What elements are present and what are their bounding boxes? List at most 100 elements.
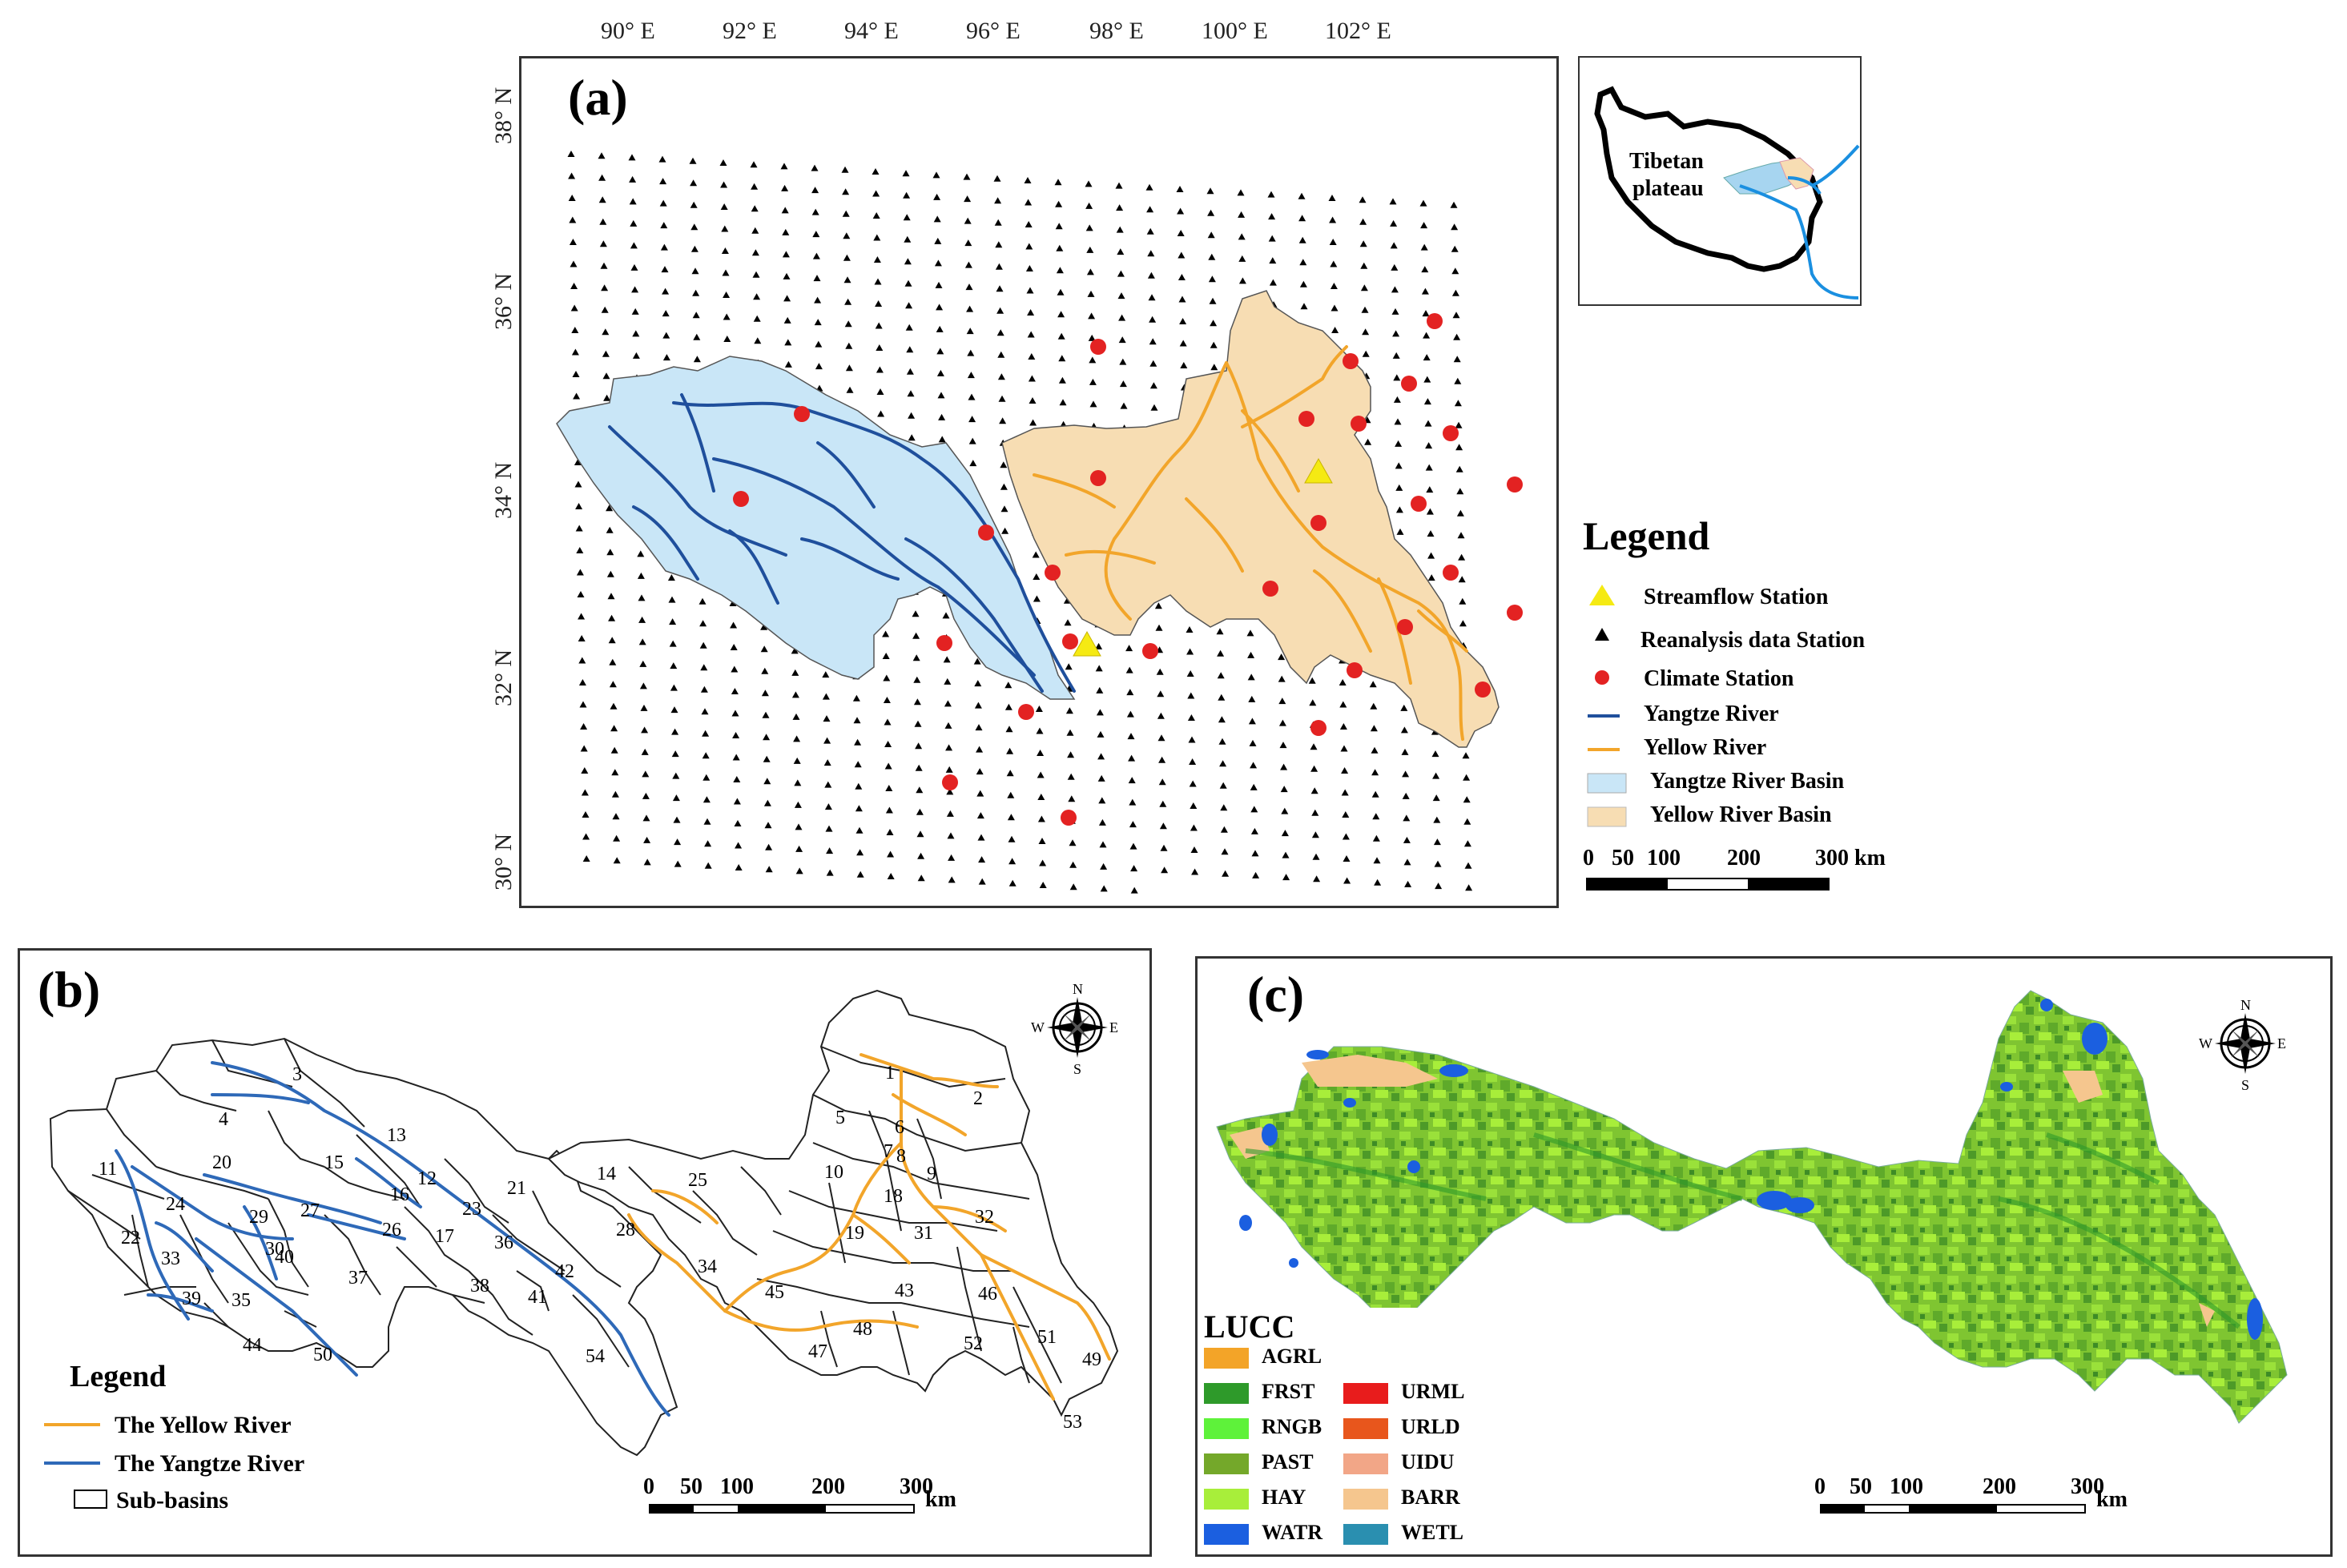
compass-b-n: N <box>1073 981 1083 997</box>
reanalysis-station-marker <box>703 818 711 825</box>
reanalysis-station-marker <box>1006 747 1014 754</box>
reanalysis-station-marker <box>905 324 913 331</box>
reanalysis-station-marker <box>1400 726 1408 734</box>
reanalysis-station-marker <box>699 620 707 627</box>
subbasin-1: 1 <box>885 1063 895 1084</box>
subbasin-33: 33 <box>161 1248 180 1269</box>
reanalysis-station-marker <box>572 371 580 377</box>
reanalysis-station-marker <box>579 701 587 708</box>
reanalysis-station-marker <box>1329 239 1337 245</box>
lon-tick-96: 96° E <box>966 18 1021 44</box>
reanalysis-station-marker <box>610 702 618 710</box>
reanalysis-station-marker <box>690 223 698 231</box>
reanalysis-station-marker <box>1157 712 1165 719</box>
reanalysis-station-marker <box>700 685 708 693</box>
reanalysis-station-marker <box>1033 573 1041 580</box>
reanalysis-station-marker <box>945 766 953 773</box>
reanalysis-station-marker <box>947 832 955 839</box>
subbasin-49: 49 <box>1082 1349 1101 1370</box>
lon-tick-92: 92° E <box>723 18 777 44</box>
reanalysis-station-marker <box>762 711 770 718</box>
reanalysis-station-marker <box>936 348 944 355</box>
reanalysis-station-marker <box>1404 880 1412 887</box>
reanalysis-station-marker <box>1007 814 1015 821</box>
reanalysis-station-marker <box>1455 421 1463 428</box>
scale-c-50: 50 <box>1850 1474 1872 1499</box>
reanalysis-station-marker <box>630 242 638 249</box>
reanalysis-station-marker <box>843 276 851 283</box>
reanalysis-station-marker <box>1343 855 1351 862</box>
reanalysis-station-marker <box>1157 734 1165 742</box>
reanalysis-station-marker <box>1000 483 1008 490</box>
reanalysis-station-marker <box>734 820 742 826</box>
lon-tick-100: 100° E <box>1202 18 1268 44</box>
reanalysis-station-marker <box>1178 296 1186 303</box>
lucc-legend-title: LUCC <box>1204 1309 1295 1345</box>
reanalysis-station-marker <box>1247 673 1255 681</box>
reanalysis-station-marker <box>760 645 768 653</box>
reanalysis-station-marker <box>841 166 849 173</box>
reanalysis-station-marker <box>1001 527 1009 534</box>
reanalysis-station-marker <box>672 772 680 779</box>
reanalysis-station-marker <box>780 163 788 170</box>
reanalysis-station-marker <box>751 227 759 234</box>
reanalysis-station-marker <box>1117 248 1125 255</box>
scale-a-100: 100 <box>1647 846 1681 870</box>
lucc-swatch-agrl <box>1204 1348 1249 1369</box>
reanalysis-station-marker <box>1360 284 1368 291</box>
reanalysis-station-marker <box>1055 223 1063 230</box>
subbasin-52: 52 <box>964 1333 983 1354</box>
reanalysis-station-marker <box>1421 287 1429 295</box>
reanalysis-station-marker <box>1178 274 1186 280</box>
legend-reanalysis-symbol <box>1595 628 1609 641</box>
reanalysis-station-marker <box>1128 777 1136 784</box>
reanalysis-station-marker <box>1359 240 1367 247</box>
yellow-river-basin-area <box>1001 290 1500 748</box>
reanalysis-station-marker <box>1279 742 1287 749</box>
reanalysis-station-marker <box>1027 331 1035 338</box>
reanalysis-station-marker <box>1115 182 1123 189</box>
reanalysis-station-marker <box>964 261 972 268</box>
reanalysis-station-marker <box>963 173 971 180</box>
reanalysis-station-marker <box>1403 858 1411 866</box>
reanalysis-station-marker <box>1453 356 1461 363</box>
reanalysis-station-marker <box>882 630 890 637</box>
scale-c-200: 200 <box>1983 1474 2016 1499</box>
reanalysis-station-marker <box>1395 462 1403 469</box>
reanalysis-station-marker <box>873 256 881 263</box>
reanalysis-station-marker <box>875 322 883 329</box>
reanalysis-station-marker <box>692 312 700 319</box>
legend-yellow-basin-symbol <box>1587 806 1627 827</box>
reanalysis-station-marker <box>571 348 579 356</box>
reanalysis-station-marker <box>701 708 709 715</box>
reanalysis-station-marker <box>843 232 851 239</box>
reanalysis-station-marker <box>1179 318 1187 324</box>
legend-b-subbasin-label: Sub-basins <box>116 1487 228 1514</box>
reanalysis-station-marker <box>1176 186 1184 192</box>
reanalysis-station-marker <box>671 728 679 735</box>
subbasin-2: 2 <box>973 1088 983 1109</box>
reanalysis-station-marker <box>662 310 670 317</box>
reanalysis-station-marker <box>904 279 912 287</box>
reanalysis-station-marker <box>1457 532 1465 539</box>
reanalysis-station-marker <box>795 867 803 874</box>
reanalysis-station-marker <box>1310 765 1318 772</box>
reanalysis-station-marker <box>1456 488 1464 495</box>
lucc-swatch-wetl <box>1343 1524 1388 1545</box>
reanalysis-station-marker <box>1179 340 1187 347</box>
reanalysis-station-marker <box>702 730 710 737</box>
reanalysis-station-marker <box>1130 865 1138 872</box>
lon-tick-94: 94° E <box>844 18 899 44</box>
reanalysis-station-marker <box>976 768 984 775</box>
panel-a-legend-title: Legend <box>1583 513 1710 558</box>
reanalysis-station-marker <box>629 198 637 205</box>
subbasin-40: 40 <box>275 1247 294 1268</box>
legend-climate-symbol <box>1595 670 1609 685</box>
reanalysis-station-marker <box>574 459 582 465</box>
reanalysis-station-marker <box>811 187 819 194</box>
reanalysis-station-marker <box>852 694 860 702</box>
reanalysis-station-marker <box>672 794 680 802</box>
panel-c-compass-icon: N S E W <box>2199 997 2286 1093</box>
subbasin-17: 17 <box>435 1226 454 1247</box>
reanalysis-station-marker <box>1435 883 1443 890</box>
